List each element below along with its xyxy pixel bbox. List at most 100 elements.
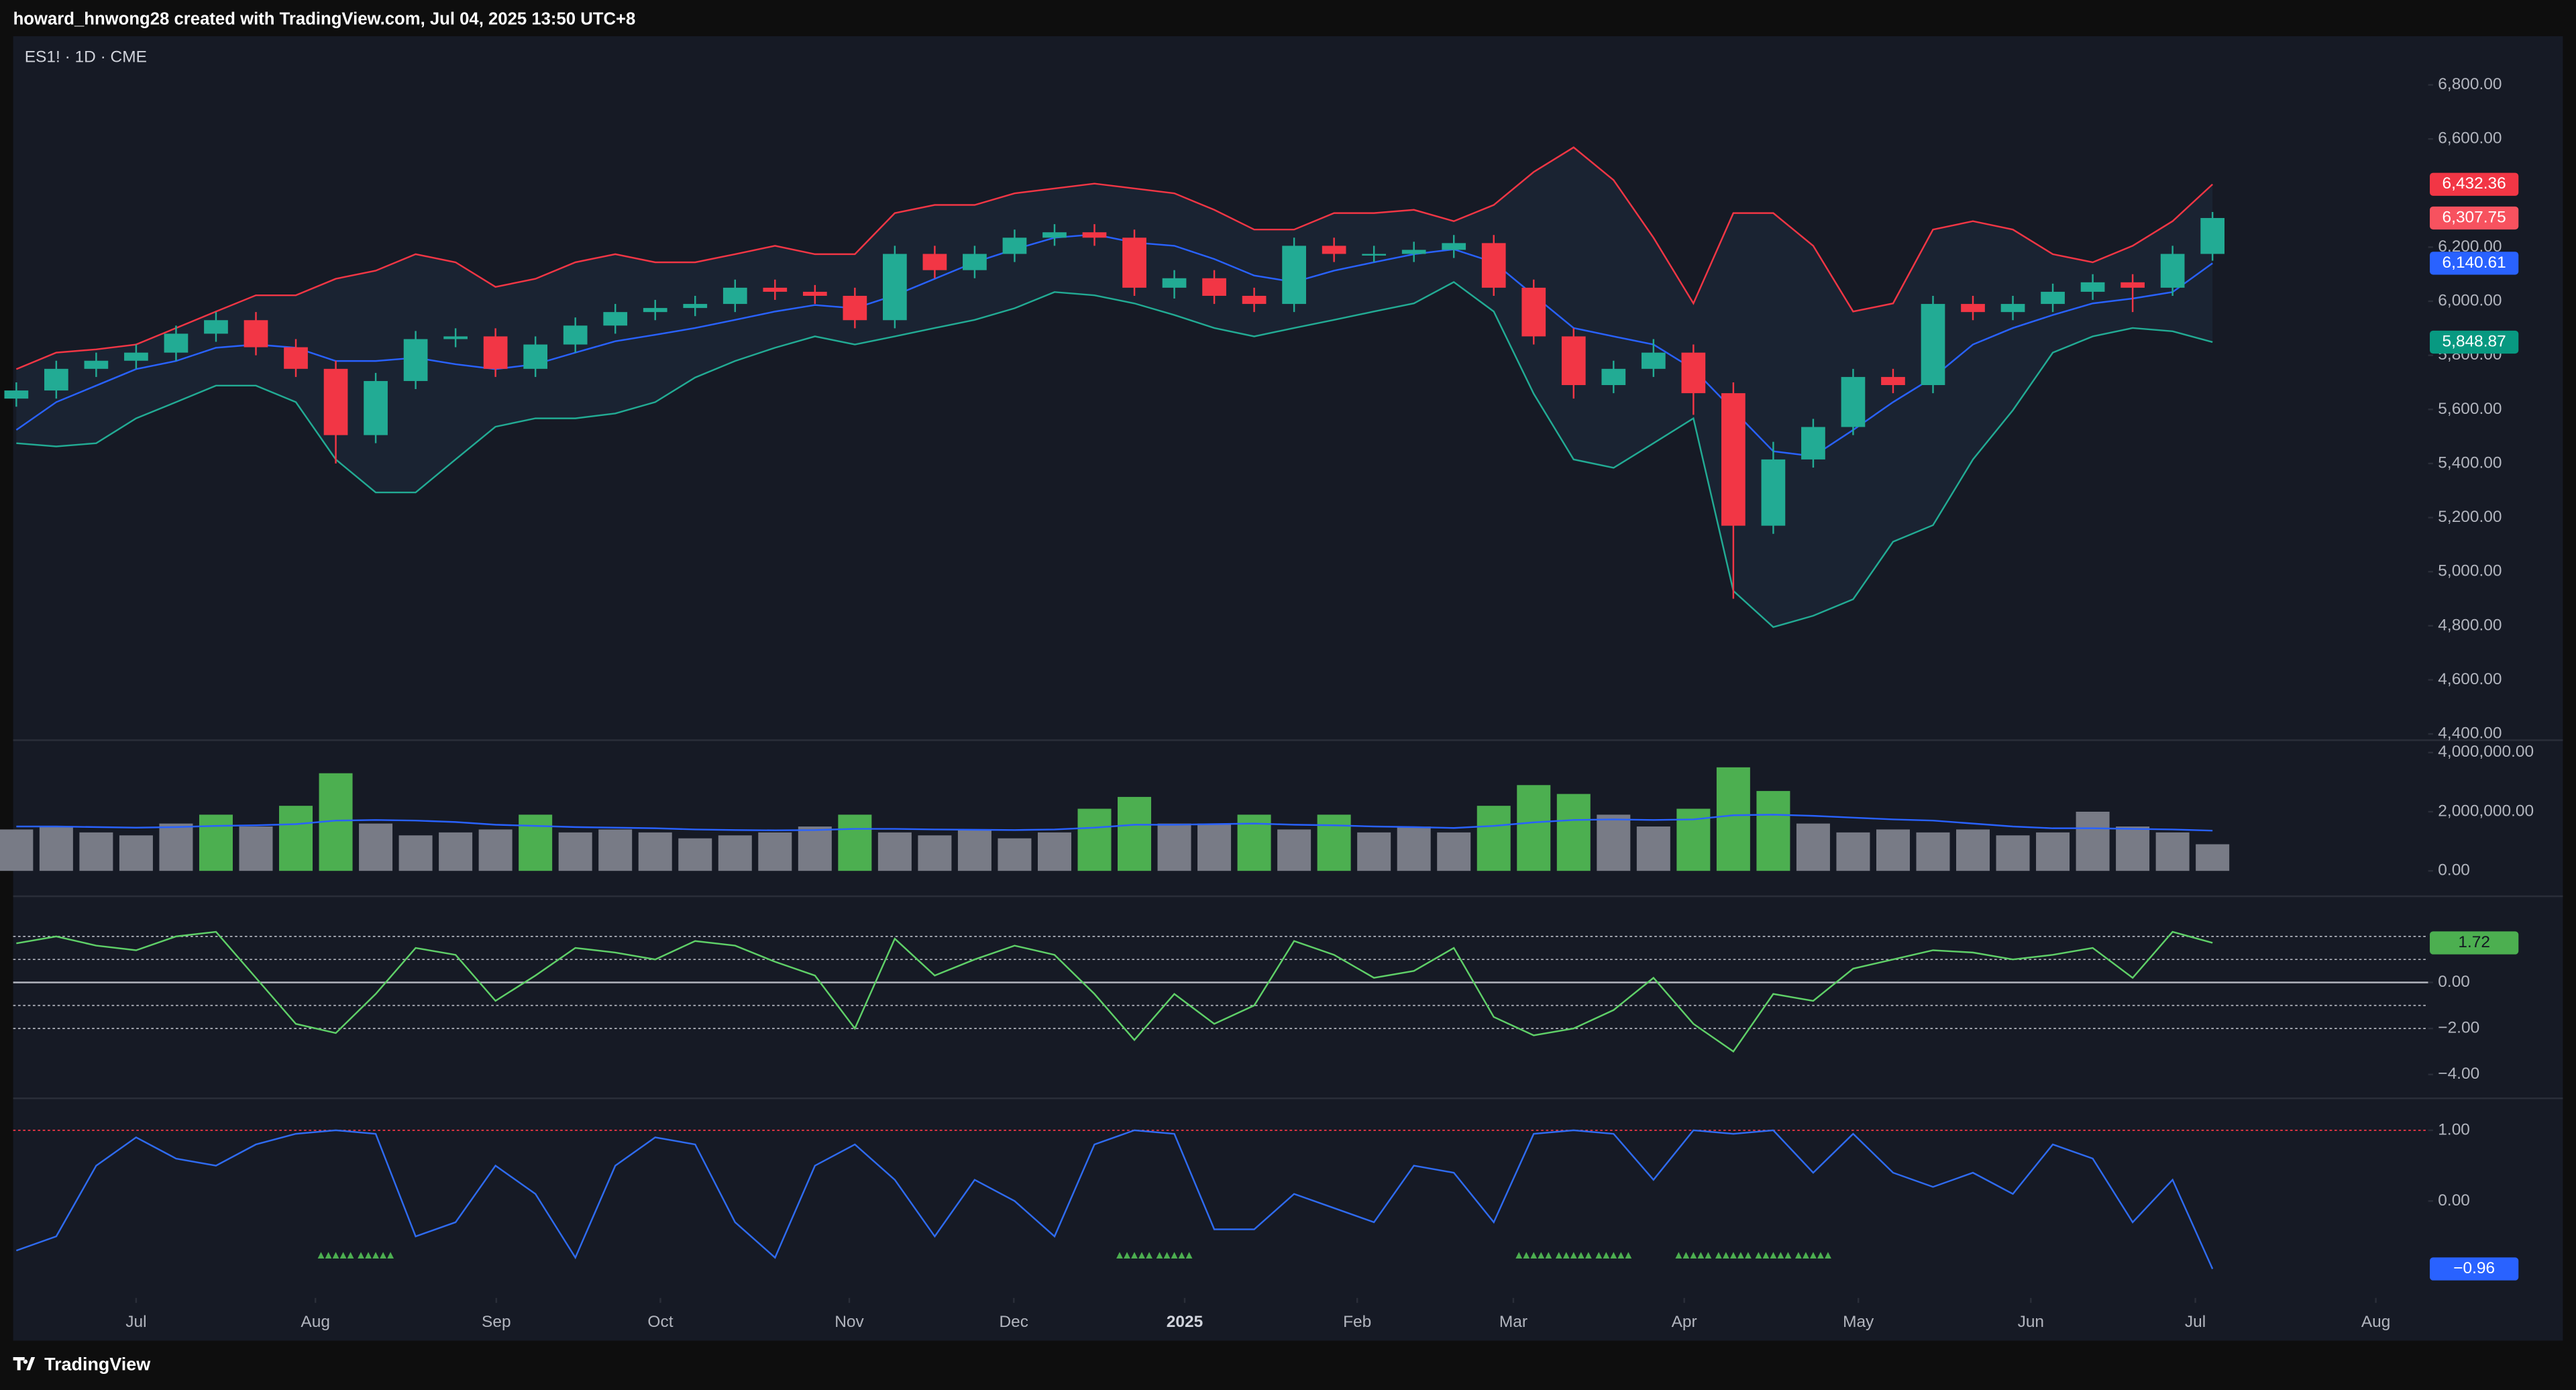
price-tag-label: 1.72 xyxy=(2458,933,2490,951)
signal-triangle xyxy=(1817,1252,1824,1259)
signal-triangle xyxy=(1603,1252,1610,1259)
volume-bar xyxy=(1037,832,1071,871)
volume-bar xyxy=(478,829,513,871)
volume-bar xyxy=(2116,826,2150,871)
candle-body xyxy=(523,344,548,369)
signal-triangle xyxy=(325,1252,332,1259)
signal-triangle xyxy=(1810,1252,1817,1259)
candle-body xyxy=(883,254,907,321)
signal-triangle xyxy=(1185,1252,1193,1259)
candle-body xyxy=(1561,336,1586,386)
signal-triangle xyxy=(1690,1252,1697,1259)
candle-body xyxy=(1002,237,1027,254)
candle-body xyxy=(1442,243,1466,250)
candles xyxy=(4,212,2225,599)
volume-bar xyxy=(678,838,712,871)
signal-triangle xyxy=(1682,1252,1690,1259)
volume-bar xyxy=(2196,844,2230,871)
signal-triangle xyxy=(1697,1252,1705,1259)
candle-body xyxy=(244,320,268,348)
signal-triangle xyxy=(1729,1252,1737,1259)
volume-bar xyxy=(1597,814,1631,871)
signal-markers xyxy=(1156,1252,1193,1259)
candle-body xyxy=(1162,278,1187,288)
x-tick-label: Mar xyxy=(1499,1313,1527,1331)
signal-triangle xyxy=(1156,1252,1163,1259)
signal-triangle xyxy=(1784,1252,1792,1259)
signal-markers xyxy=(1555,1252,1592,1259)
volume-bar xyxy=(1636,826,1670,871)
candle-body xyxy=(1521,287,1546,337)
volume-bar xyxy=(1357,832,1391,871)
logo-icon xyxy=(13,1356,36,1371)
candle-body xyxy=(323,368,348,435)
y-tick-label: 4,600.00 xyxy=(2438,670,2502,688)
y-tick-label: −4.00 xyxy=(2438,1065,2479,1083)
header-text: howard_hnwong28 created with TradingView… xyxy=(13,9,636,28)
symbol-legend: ES1! · 1D · CME xyxy=(25,48,147,66)
candle-body xyxy=(563,325,588,345)
y-tick-label: 4,000,000.00 xyxy=(2438,743,2534,761)
volume-bar xyxy=(957,829,991,871)
candle-body xyxy=(1362,254,1387,256)
x-tick-label: Sep xyxy=(482,1313,511,1331)
volume-average xyxy=(16,814,2213,832)
signal-triangle xyxy=(365,1252,372,1259)
volume-bar xyxy=(2076,811,2110,871)
price-tag xyxy=(2430,330,2519,354)
candle-body xyxy=(802,291,827,296)
volume-bar xyxy=(519,814,553,871)
candle-body xyxy=(403,339,428,381)
volume-bar xyxy=(1556,794,1591,871)
volume-bar xyxy=(239,826,273,871)
candle-body xyxy=(1282,246,1306,305)
volume-bar xyxy=(1477,806,1511,871)
x-tick-label: Aug xyxy=(2361,1313,2391,1331)
signal-triangle xyxy=(1762,1252,1770,1259)
candle-body xyxy=(1481,243,1506,288)
volume-bar xyxy=(1996,835,2030,871)
volume-bar xyxy=(1916,832,1950,871)
volume-bar xyxy=(398,835,433,871)
price-tag-label: 6,140.61 xyxy=(2443,254,2506,272)
volume-bar xyxy=(1756,791,1790,871)
candle-body xyxy=(2200,217,2225,254)
candle-body xyxy=(1921,304,1945,386)
candle-body xyxy=(1202,278,1226,296)
x-tick-label: Oct xyxy=(647,1313,673,1331)
signal-triangle xyxy=(1515,1252,1523,1259)
volume-bar xyxy=(1956,829,1990,871)
volume-bar xyxy=(758,832,792,871)
y-tick-label: 1.00 xyxy=(2438,1120,2470,1138)
y-tick-label: 5,600.00 xyxy=(2438,400,2502,418)
volume-bar xyxy=(638,832,672,871)
volume-bar xyxy=(1836,832,1870,871)
signal-triangle xyxy=(1570,1252,1577,1259)
candle-body xyxy=(4,390,29,399)
volume-bar xyxy=(1517,785,1551,871)
candle-body xyxy=(1601,368,1626,386)
signal-triangle xyxy=(1555,1252,1562,1259)
signal-triangle xyxy=(1675,1252,1682,1259)
y-tick-label: 6,000.00 xyxy=(2438,292,2502,310)
y-tick-label: 2,000,000.00 xyxy=(2438,802,2534,820)
price-tag-label: −0.96 xyxy=(2453,1259,2495,1277)
candle-body xyxy=(124,352,148,361)
signal-triangle xyxy=(1745,1252,1752,1259)
candle-body xyxy=(763,287,788,292)
candle-body xyxy=(44,368,68,391)
x-tick-label: May xyxy=(1843,1313,1874,1331)
signal-triangle xyxy=(380,1252,386,1259)
y-tick-label: 5,000.00 xyxy=(2438,562,2502,580)
y-tick-label: −2.00 xyxy=(2438,1019,2479,1037)
x-tick-label: 2025 xyxy=(1167,1313,1203,1331)
volume-bar xyxy=(1796,823,1830,871)
signal-markers xyxy=(317,1252,354,1259)
signal-markers xyxy=(1755,1252,1792,1259)
signal-triangle xyxy=(1545,1252,1552,1259)
signal-triangle xyxy=(1178,1252,1185,1259)
y-tick-label: 4,800.00 xyxy=(2438,616,2502,634)
signal-triangle xyxy=(372,1252,379,1259)
signal-triangle xyxy=(339,1252,347,1259)
